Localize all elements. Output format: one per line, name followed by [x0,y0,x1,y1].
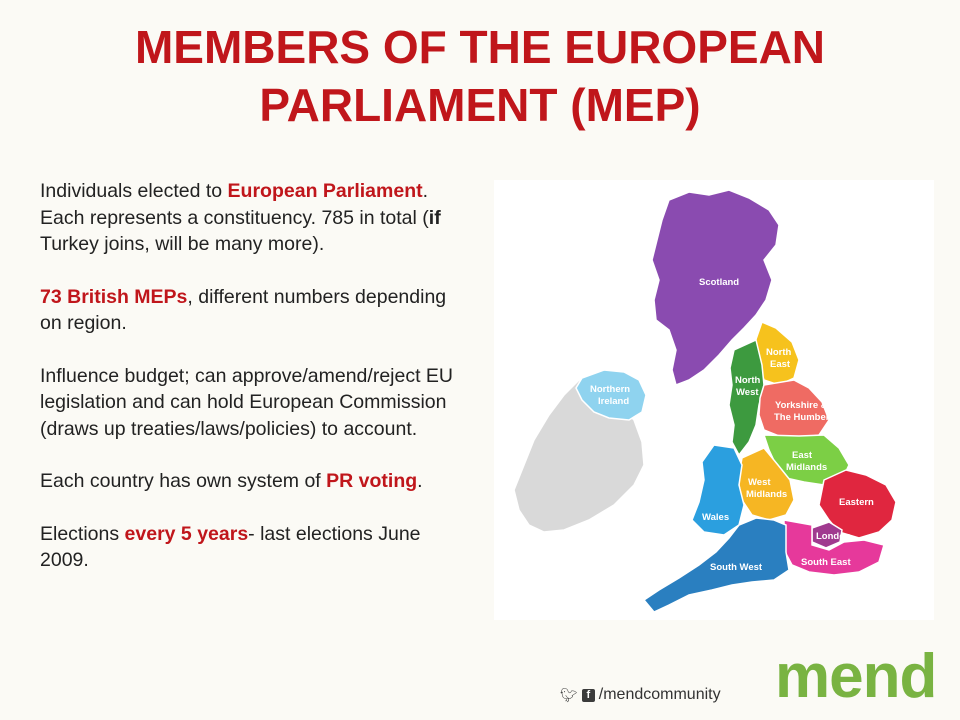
mend-logo: mend [775,642,937,711]
social-handle[interactable]: /mendcommunity [598,686,721,703]
region-south-east [783,519,885,576]
highlight-european-parliament: European Parliament [227,180,423,202]
region-eastern [818,469,897,539]
paragraph-pr-voting: Each country has own system of PR voting… [40,468,460,495]
paragraph-definition: Individuals elected to European Parliame… [40,178,460,258]
paragraph-british-meps: 73 British MEPs, different numbers depen… [40,284,460,337]
label-wales: Wales [702,512,729,523]
uk-map-svg: Scotland North East North West Northern … [513,189,897,613]
title-line-2: PARLIAMENT (MEP) [259,79,701,131]
region-northern-ireland [575,369,647,421]
twitter-icon[interactable]: 🐦︎ [560,686,578,703]
bold-if: if [428,206,441,229]
highlight-every-5-years: every 5 years [124,522,249,545]
slide-title: MEMBERS OF THE EUROPEAN PARLIAMENT (MEP) [0,18,960,134]
text-span: Individuals elected to [40,180,228,202]
text-span: Each country has own system of [40,470,327,492]
label-yorkshire-2: The Humber [774,412,830,423]
highlight-pr-voting: PR voting [326,470,418,492]
text-span: . [417,470,423,492]
label-eastern: Eastern [839,497,874,508]
label-east-midlands-1: East [792,450,813,461]
region-wales [691,444,745,536]
label-south-east: South East [801,557,851,568]
label-west-midlands-2: Midlands [746,489,787,500]
label-north-west-2: West [736,387,759,398]
label-northern-ireland-2: Ireland [598,396,629,407]
body-text: Individuals elected to European Parliame… [40,178,460,600]
region-north-west [728,338,765,457]
label-east-midlands-2: Midlands [786,462,827,473]
paragraph-influence: Influence budget; can approve/amend/reje… [40,363,460,443]
label-north-east-2: East [770,359,791,370]
label-south-west: South West [710,562,763,573]
text-span: Elections [40,522,125,545]
region-south-west [642,517,790,613]
uk-regions-map: Scotland North East North West Northern … [494,180,934,620]
region-scotland [651,189,780,386]
label-scotland: Scotland [699,277,739,288]
text-span: Turkey joins, will be many more). [40,233,325,255]
label-northern-ireland-1: Northern [590,384,630,395]
title-line-1: MEMBERS OF THE EUROPEAN [134,21,826,73]
label-west-midlands-1: West [748,477,771,488]
paragraph-elections: Elections every 5 years- last elections … [40,521,460,574]
label-yorkshire-1: Yorkshire & [775,400,828,411]
label-north-west-1: North [735,375,761,386]
highlight-british-meps: 73 British MEPs [40,285,188,308]
label-london: London [816,531,851,542]
text-span: , different numbers depending on region. [40,285,447,335]
facebook-icon[interactable]: f [581,688,595,702]
text-span: . Each represents a constituency. 785 in… [40,180,429,229]
text-span: - last elections June 2009. [40,522,421,572]
label-north-east-1: North [766,347,792,358]
text-span: Influence budget; can approve/amend/reje… [40,364,454,440]
social-footer: 🐦︎ f /mendcommunity [560,686,721,704]
